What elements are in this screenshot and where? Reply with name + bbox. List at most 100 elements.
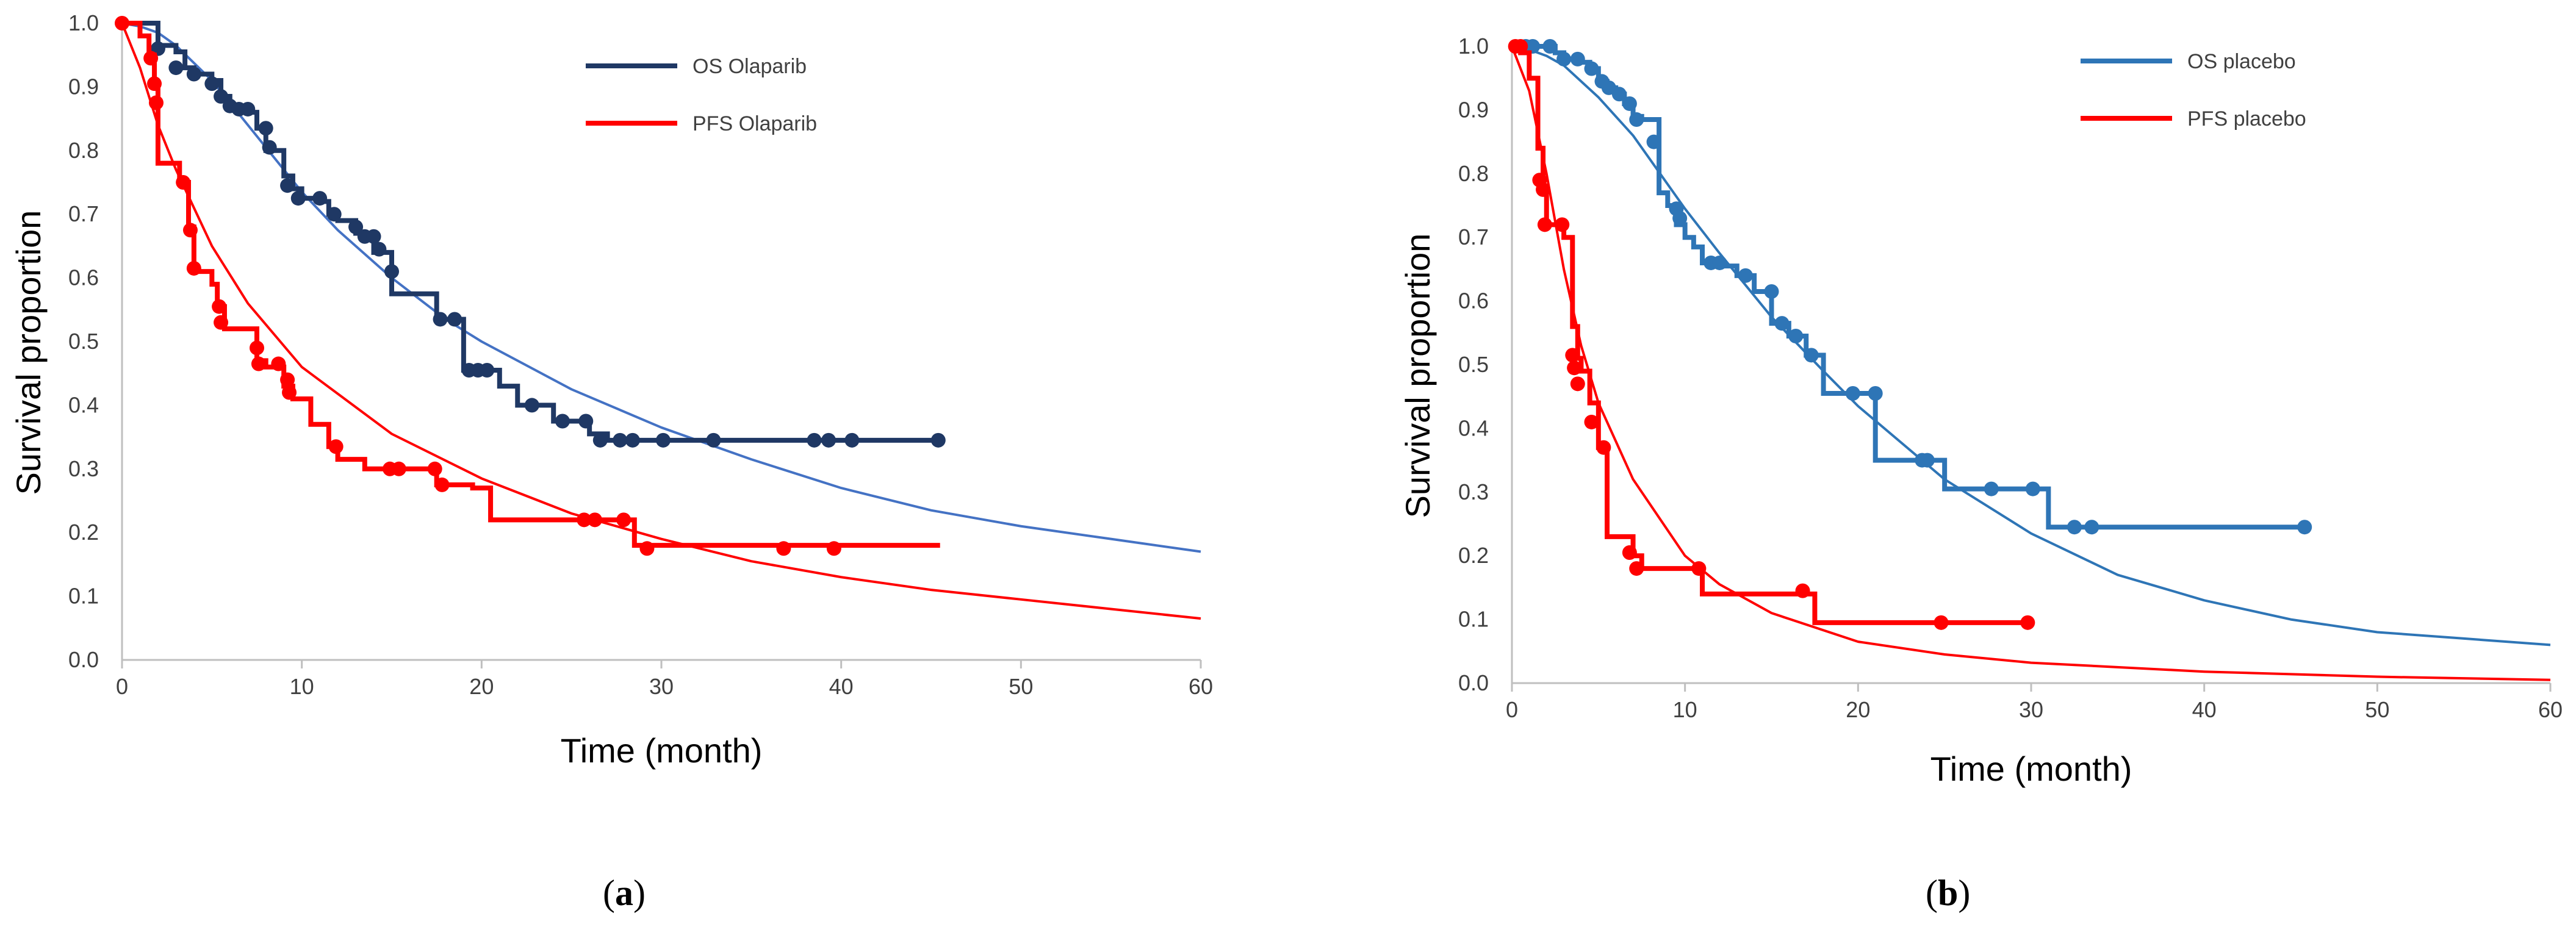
y-tick-label: 0.6 [1458,288,1489,313]
censor-point-pfs-placebo [1691,561,1707,576]
censor-point-os-placebo [1525,39,1541,54]
censor-point-os-olaparib [447,312,462,327]
censor-point-os-olaparib [480,362,495,378]
censor-point-pfs-olaparib [250,340,264,356]
x-tick-label: 40 [2192,697,2217,722]
censor-point-pfs-olaparib [176,175,191,190]
censor-point-os-olaparib [326,207,342,222]
y-tick-label: 0.5 [1458,352,1489,377]
censor-point-os-olaparib [821,432,836,448]
censor-point-os-olaparib [186,66,201,82]
censor-point-os-placebo [1556,51,1572,66]
censor-point-os-placebo [2067,520,2082,535]
x-tick-label: 30 [2019,697,2043,722]
x-tick-label: 50 [2365,697,2389,722]
censor-point-os-olaparib [290,191,306,206]
censor-point-pfs-olaparib [271,356,286,371]
y-tick-label: 0.4 [68,392,99,417]
censor-point-os-olaparib [348,220,364,235]
x-tick-label: 30 [649,674,674,699]
censor-point-pfs-placebo [1622,545,1637,560]
censor-point-os-olaparib [372,242,387,257]
censor-point-os-placebo [2084,520,2099,535]
legend-label: PFS placebo [2187,107,2306,131]
fitted-curve-pfs-placebo-fitted [1511,46,2551,681]
y-tick-label: 0.0 [68,647,99,672]
x-tick-label: 10 [290,674,314,699]
censor-point-os-olaparib [655,432,671,448]
censor-point-os-placebo [1672,210,1688,226]
km-line-pfs-olaparib [122,21,940,548]
y-tick-label: 0.1 [68,584,99,609]
censor-point-os-olaparib [214,89,229,104]
censor-point-pfs-placebo [1513,39,1528,54]
y-tick-label: 0.8 [1458,161,1489,186]
y-tick-label: 0.9 [68,74,99,99]
censor-point-os-placebo [1622,96,1637,111]
censor-point-os-olaparib [280,178,295,193]
panel-label-b: (b) [1926,873,1971,913]
y-tick-label: 0.7 [68,201,99,226]
censor-point-os-olaparib [625,432,640,448]
censor-point-pfs-olaparib [826,541,841,556]
chart-a: 0 10 20 30 40 50 60 0.0 0.1 0.2 0.3 0.4 0.5 0.6 0.7 0.8… [9,10,1213,770]
censor-point-pfs-placebo [1567,360,1582,376]
x-tick-label: 50 [1009,674,1033,699]
censor-point-pfs-placebo [1584,414,1599,429]
censor-point-os-olaparib [262,140,277,155]
censor-point-os-placebo [2297,520,2312,535]
censor-point-pfs-placebo [2020,615,2035,630]
censor-point-pfs-placebo [1537,217,1552,232]
censor-point-pfs-placebo [1934,615,1949,630]
censor-point-os-olaparib [384,264,399,279]
x-tick-label: 10 [1673,697,1697,722]
x-tick-label: 40 [829,674,854,699]
censor-point-pfs-olaparib [143,51,159,66]
censor-point-os-olaparib [592,432,608,448]
censor-point-pfs-olaparib [212,299,227,314]
censor-point-os-olaparib [844,432,860,448]
censor-point-os-olaparib [312,191,328,206]
y-axis-title: Survival proportion [9,210,48,495]
fitted-curve-os-placebo-fitted [1511,45,2551,647]
censor-point-pfs-placebo [1570,376,1585,392]
censor-point-pfs-olaparib [214,315,229,330]
x-tick-label: 0 [1506,697,1518,722]
censor-point-pfs-olaparib [182,223,198,238]
y-tick-label: 0.4 [1458,415,1489,440]
censor-point-os-placebo [1542,39,1558,54]
km-line-os-olaparib [122,21,940,443]
censor-point-pfs-olaparib [328,439,344,454]
censor-point-os-olaparib [578,414,594,429]
censor-point-os-olaparib [433,312,448,327]
censor-point-pfs-placebo [1555,217,1570,232]
censor-point-pfs-olaparib [776,541,791,556]
censor-point-pfs-olaparib [148,95,164,110]
censor-point-os-placebo [1774,316,1790,331]
censor-point-os-olaparib [930,432,946,448]
y-tick-label: 0.2 [1458,543,1489,568]
x-tick-label: 60 [1189,674,1213,699]
x-tick-label: 60 [2538,697,2563,722]
censor-point-os-olaparib [524,398,539,413]
censor-point-pfs-placebo [1596,440,1611,455]
censor-point-os-placebo [1919,453,1935,468]
censor-point-pfs-placebo [1795,583,1810,598]
legend-label: OS placebo [2187,50,2296,73]
censor-point-pfs-olaparib [577,512,592,528]
censor-point-os-placebo [2025,481,2040,496]
censor-point-os-placebo [1712,255,1727,270]
censor-point-pfs-olaparib [115,16,129,30]
legend-label: OS Olaparib [693,55,807,78]
censor-point-pfs-olaparib [186,260,201,276]
x-axis-title: Time (month) [561,731,763,770]
x-tick-label: 20 [1846,697,1870,722]
y-tick-label: 0.2 [68,520,99,545]
censor-point-pfs-olaparib [391,461,406,476]
censor-point-os-olaparib [240,101,256,116]
censor-point-os-placebo [1804,348,1819,363]
y-tick-label: 0.1 [1458,607,1489,632]
censor-point-os-olaparib [258,121,273,136]
legend-label: PFS Olaparib [693,112,817,135]
